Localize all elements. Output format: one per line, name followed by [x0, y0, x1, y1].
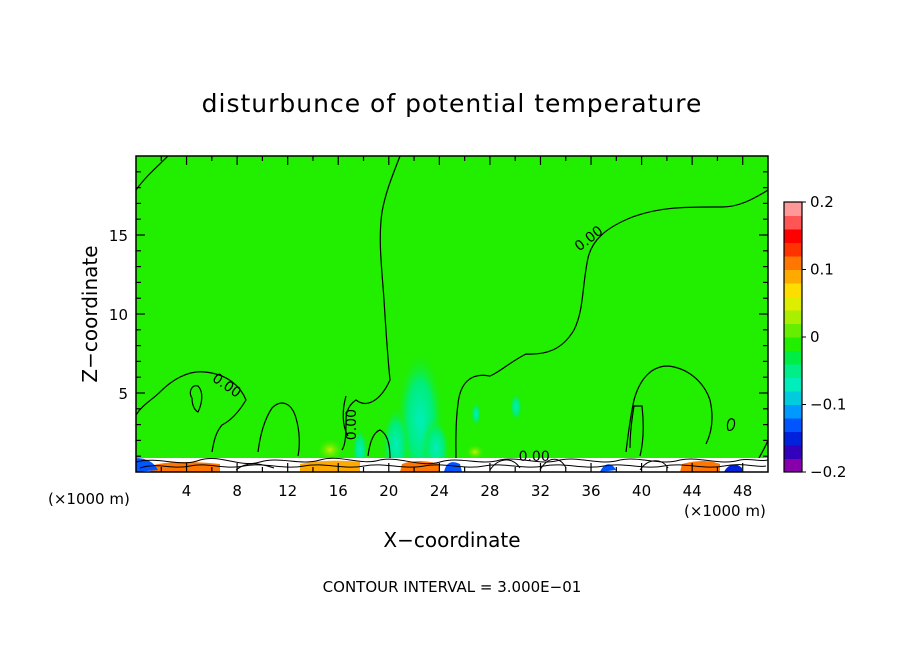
- x-tick-label: 8: [232, 482, 242, 500]
- colorbar-swatch: [784, 377, 802, 392]
- zero-contour: [726, 418, 736, 431]
- colorbar-swatch: [784, 337, 802, 351]
- zero-contour: [629, 405, 644, 457]
- colorbar-swatch: [784, 391, 802, 405]
- colorbar-swatch: [784, 215, 802, 230]
- colorbar-swatch: [784, 445, 802, 459]
- zero-contour: [136, 371, 247, 453]
- colorbar-tick-label: 0.1: [810, 261, 834, 279]
- x-tick-label: 20: [379, 482, 398, 500]
- x-tick-label: 12: [278, 482, 297, 500]
- zero-contour: [625, 365, 713, 453]
- surface-band-cool: [136, 458, 158, 472]
- cool-anomaly: [510, 393, 522, 421]
- y-tick-label: 10: [109, 306, 128, 324]
- colorbar: 0.2 0.1 0 −0.1 −0.2: [783, 193, 846, 481]
- colorbar-swatch: [784, 350, 802, 365]
- y-tick-label: 5: [118, 385, 128, 403]
- colorbar-swatch: [784, 431, 802, 446]
- x-tick-label: 4: [182, 482, 192, 500]
- colorbar-swatch: [784, 242, 802, 257]
- zero-contour: [341, 156, 401, 451]
- zero-contour: [257, 402, 300, 457]
- surface-band-cool: [444, 462, 462, 472]
- colorbar-swatch: [784, 364, 802, 378]
- colorbar-swatch: [784, 404, 802, 419]
- x-tick-label: 36: [581, 482, 600, 500]
- zero-contour: [367, 429, 391, 459]
- zero-contour: [136, 156, 169, 191]
- x-tick-label: 40: [632, 482, 651, 500]
- x-tick-label: 32: [531, 482, 550, 500]
- x-tick-label: 24: [430, 482, 449, 500]
- cool-anomaly: [471, 402, 481, 426]
- colorbar-swatch: [784, 296, 802, 311]
- surface-band-warm: [300, 460, 360, 472]
- contour-lines: [136, 156, 768, 461]
- y-axis-label: Z−coordinate: [78, 245, 102, 382]
- y-tick-label: 15: [109, 227, 128, 245]
- zero-contour: [342, 395, 349, 437]
- colorbar-tick-label: 0.2: [810, 193, 834, 211]
- surface-contours: [136, 457, 768, 465]
- x-tick-label: 44: [683, 482, 702, 500]
- x-tick-label: 16: [329, 482, 348, 500]
- warm-anomaly: [465, 444, 485, 460]
- contour-field: [136, 156, 768, 472]
- field-background: [136, 156, 768, 472]
- colorbar-swatch: [784, 269, 802, 284]
- axis-ticks: [136, 156, 768, 472]
- colorbar-swatch: [784, 256, 802, 270]
- warm-anomaly: [316, 438, 344, 462]
- zero-contour: [455, 189, 768, 459]
- chart-title: disturbunce of potential temperature: [202, 89, 703, 118]
- contour-interval-note: CONTOUR INTERVAL = 3.000E−01: [323, 578, 582, 596]
- x-unit-left: (×1000 m): [48, 490, 130, 508]
- colorbar-tick-label: −0.2: [810, 463, 846, 481]
- contour-label: 0.00: [519, 449, 550, 465]
- colorbar-swatch: [784, 323, 802, 338]
- colorbar-swatch: [784, 229, 802, 243]
- colorbar-swatch: [784, 458, 802, 473]
- colorbar-swatch: [784, 418, 802, 432]
- x-tick-label: 28: [480, 482, 499, 500]
- x-tick-label: 48: [733, 482, 752, 500]
- surface-contours: [139, 464, 767, 469]
- x-axis-label: X−coordinate: [383, 528, 520, 552]
- colorbar-swatch: [784, 283, 802, 297]
- surface-layer: [136, 457, 768, 472]
- surface-contours: [235, 458, 669, 471]
- colorbar-swatch: [784, 202, 802, 216]
- surface-band-cool: [724, 464, 742, 472]
- colorbar-tick-label: 0: [810, 328, 820, 346]
- x-unit-right: (×1000 m): [684, 502, 766, 520]
- contour-label: 0.00: [344, 409, 360, 440]
- cool-anomaly: [382, 405, 410, 472]
- colorbar-tick-label: −0.1: [810, 396, 846, 414]
- zero-contour: [189, 385, 203, 413]
- colorbar-swatch: [784, 310, 802, 324]
